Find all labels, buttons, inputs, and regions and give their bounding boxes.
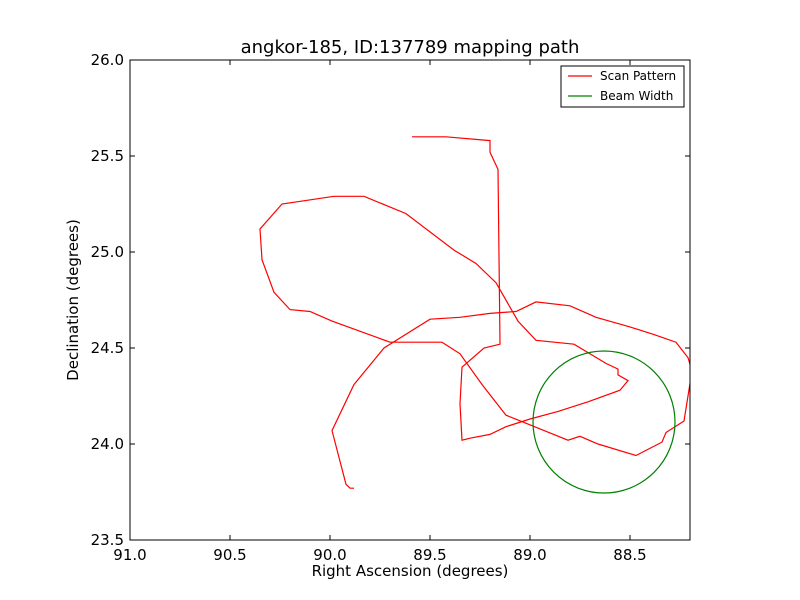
x-tick-label: 90.0 bbox=[313, 546, 346, 564]
x-tick-label: 89.0 bbox=[513, 546, 546, 564]
legend-label-scan-pattern: Scan Pattern bbox=[600, 69, 676, 83]
series-beam-width bbox=[532, 350, 676, 494]
y-tick-label: 24.5 bbox=[91, 339, 124, 357]
x-tick-label: 90.5 bbox=[213, 546, 246, 564]
y-tick-label: 25.5 bbox=[91, 147, 124, 165]
y-tick-label: 24.0 bbox=[91, 435, 124, 453]
legend: Scan Pattern Beam Width bbox=[560, 65, 685, 108]
y-tick-label: 23.5 bbox=[91, 531, 124, 549]
x-tick-label: 91.0 bbox=[113, 546, 146, 564]
y-tick-label: 25.0 bbox=[91, 243, 124, 261]
x-axis-label: Right Ascension (degrees) bbox=[312, 562, 509, 580]
y-axis-label: Declination (degrees) bbox=[64, 219, 82, 381]
y-tick-label: 26.0 bbox=[91, 51, 124, 69]
legend-box bbox=[560, 65, 685, 108]
plot-frame bbox=[129, 59, 691, 541]
chart-title: angkor-185, ID:137789 mapping path bbox=[241, 37, 580, 58]
x-tick-label: 89.5 bbox=[413, 546, 446, 564]
x-tick-label: 88.5 bbox=[613, 546, 646, 564]
series-scan-pattern bbox=[259, 136, 690, 489]
axis-ticks: 91.0 90.5 90.0 89.5 89.0 88.5 23.5 24.0 24.5 25.0… bbox=[91, 51, 690, 564]
plot-area bbox=[259, 136, 690, 494]
legend-label-beam-width: Beam Width bbox=[600, 89, 673, 103]
